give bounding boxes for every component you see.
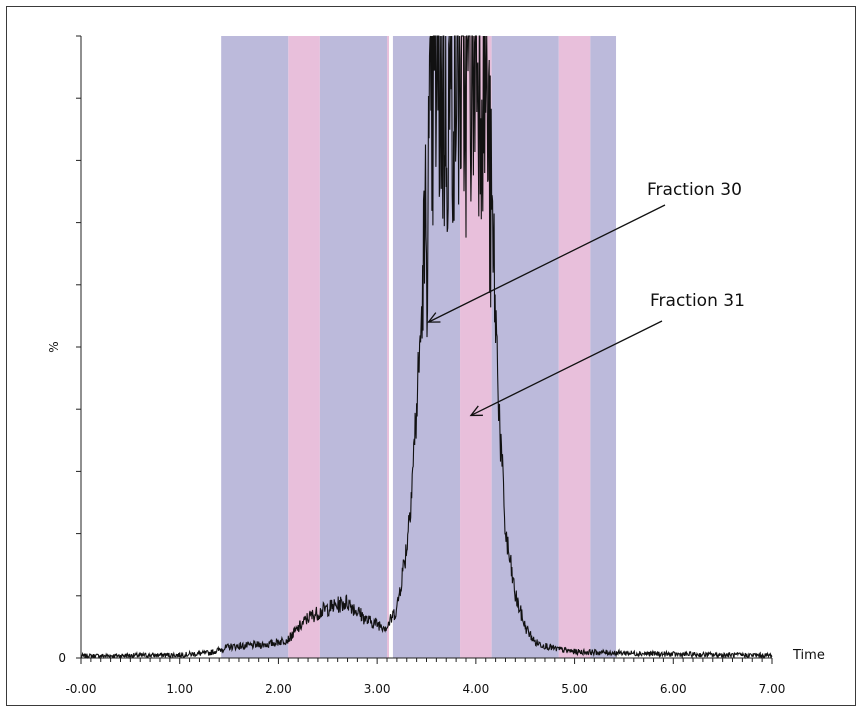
x-tick-label: 5.00 [561, 682, 588, 696]
annotation-arrow-head [469, 405, 483, 417]
fraction-band-6 [491, 36, 559, 658]
fraction-band-3 [387, 36, 389, 658]
annotation-arrow-line [428, 204, 666, 323]
fraction-label: Fraction 31 [650, 291, 745, 311]
fraction-band-1 [288, 36, 320, 658]
y-ticks [76, 35, 81, 659]
x-tick-label: -0.00 [65, 682, 96, 696]
x-tick-label: 7.00 [759, 682, 786, 696]
x-tick-label: 3.00 [364, 682, 391, 696]
x-tick-label: 1.00 [166, 682, 193, 696]
x-axis-label: Time [792, 648, 825, 663]
x-ticks [80, 658, 773, 664]
fraction-band-2 [319, 36, 388, 658]
y-tick-labels: 0% [47, 341, 66, 665]
fraction-band-8 [590, 36, 617, 658]
x-tick-label: 4.00 [462, 682, 489, 696]
y-axis-label: % [47, 341, 61, 352]
annotations: Fraction 30 Fraction 31 [427, 180, 745, 417]
chromatogram-trace [80, 35, 773, 660]
y-tick-label: 0 [58, 651, 66, 665]
fraction-band-7 [558, 36, 591, 658]
fraction-band-0 [221, 36, 289, 658]
fraction-bands [221, 36, 617, 658]
fraction-label: Fraction 30 [647, 180, 742, 200]
x-tick-label: 2.00 [265, 682, 292, 696]
annotation-arrow-line [470, 320, 663, 417]
chart-frame [6, 6, 856, 706]
annotation-arrow-head [427, 312, 441, 323]
x-tick-labels: -0.00 1.00 2.00 3.00 4.00 5.00 6.00 7.00 [65, 682, 785, 696]
x-tick-label: 6.00 [660, 682, 687, 696]
